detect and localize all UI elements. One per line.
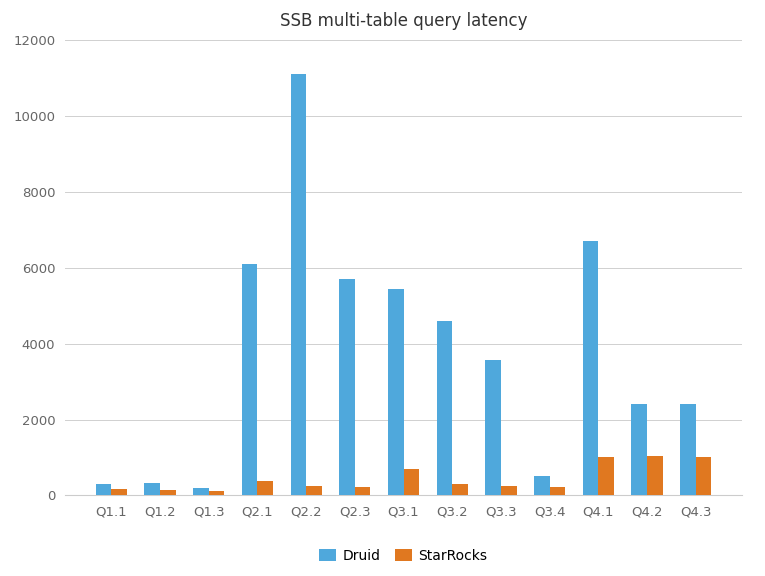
Bar — [680, 404, 695, 495]
Bar — [355, 487, 370, 495]
Bar — [112, 488, 127, 495]
Bar — [485, 359, 501, 495]
Bar — [145, 483, 160, 495]
Bar — [291, 74, 306, 495]
Title: SSB multi-table query latency: SSB multi-table query latency — [280, 13, 527, 31]
Bar — [598, 457, 614, 495]
Bar — [647, 456, 662, 495]
Bar — [452, 484, 468, 495]
Bar — [404, 469, 419, 495]
Bar — [549, 487, 565, 495]
Bar — [631, 404, 647, 495]
Legend: Druid, StarRocks: Druid, StarRocks — [314, 543, 493, 569]
Bar — [534, 476, 549, 495]
Bar — [695, 457, 711, 495]
Bar — [306, 486, 322, 495]
Bar — [209, 491, 224, 495]
Bar — [501, 486, 516, 495]
Bar — [339, 279, 355, 495]
Bar — [242, 264, 258, 495]
Bar — [583, 241, 598, 495]
Bar — [96, 484, 112, 495]
Bar — [388, 289, 404, 495]
Bar — [437, 321, 452, 495]
Bar — [258, 482, 273, 495]
Bar — [160, 490, 176, 495]
Bar — [194, 488, 209, 495]
